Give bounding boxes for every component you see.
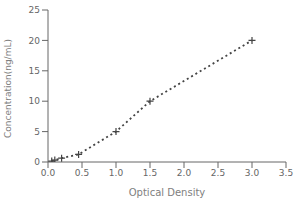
svg-text:0.5: 0.5 — [75, 168, 89, 178]
svg-text:25: 25 — [29, 5, 40, 15]
svg-text:20: 20 — [29, 36, 41, 46]
svg-text:5: 5 — [34, 127, 40, 137]
svg-text:1.0: 1.0 — [109, 168, 124, 178]
svg-text:3.5: 3.5 — [279, 168, 292, 178]
svg-text:0.0: 0.0 — [41, 168, 56, 178]
svg-text:0: 0 — [34, 157, 40, 167]
svg-text:3.0: 3.0 — [245, 168, 260, 178]
svg-text:Optical Density: Optical Density — [129, 187, 206, 198]
svg-text:10: 10 — [29, 96, 41, 106]
svg-text:15: 15 — [29, 66, 40, 76]
svg-text:2.5: 2.5 — [211, 168, 225, 178]
svg-text:1.5: 1.5 — [143, 168, 157, 178]
svg-text:2.0: 2.0 — [177, 168, 192, 178]
svg-text:Concentration(ng/mL): Concentration(ng/mL) — [8, 39, 13, 138]
